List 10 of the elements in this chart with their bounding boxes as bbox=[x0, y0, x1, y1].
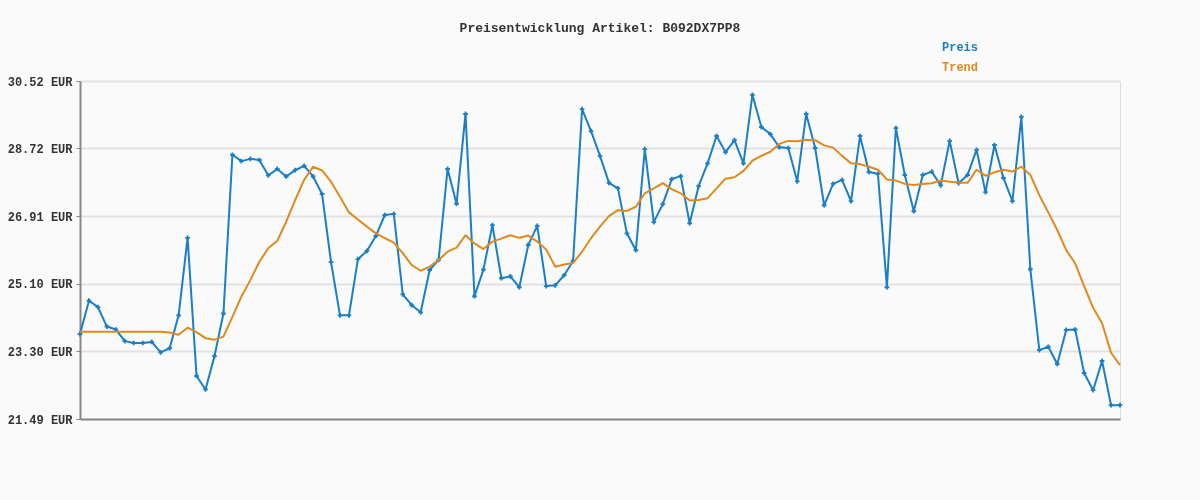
y-tick-label: 30.52 EUR bbox=[7, 75, 74, 90]
line-series bbox=[79, 138, 1121, 367]
y-tick-label: 26.91 EUR bbox=[7, 210, 74, 225]
y-tick-label: 23.30 EUR bbox=[7, 345, 74, 360]
y-tick-label: 28.72 EUR bbox=[7, 142, 74, 157]
y-tick-label: 21.49 EUR bbox=[7, 413, 74, 428]
text: Preis bbox=[941, 41, 979, 55]
chart-title: Preisentwicklung Artikel: B092DX7PP8 bbox=[459, 21, 741, 36]
y-tick-label: 25.10 EUR bbox=[7, 278, 74, 293]
text: Trend bbox=[941, 61, 979, 75]
